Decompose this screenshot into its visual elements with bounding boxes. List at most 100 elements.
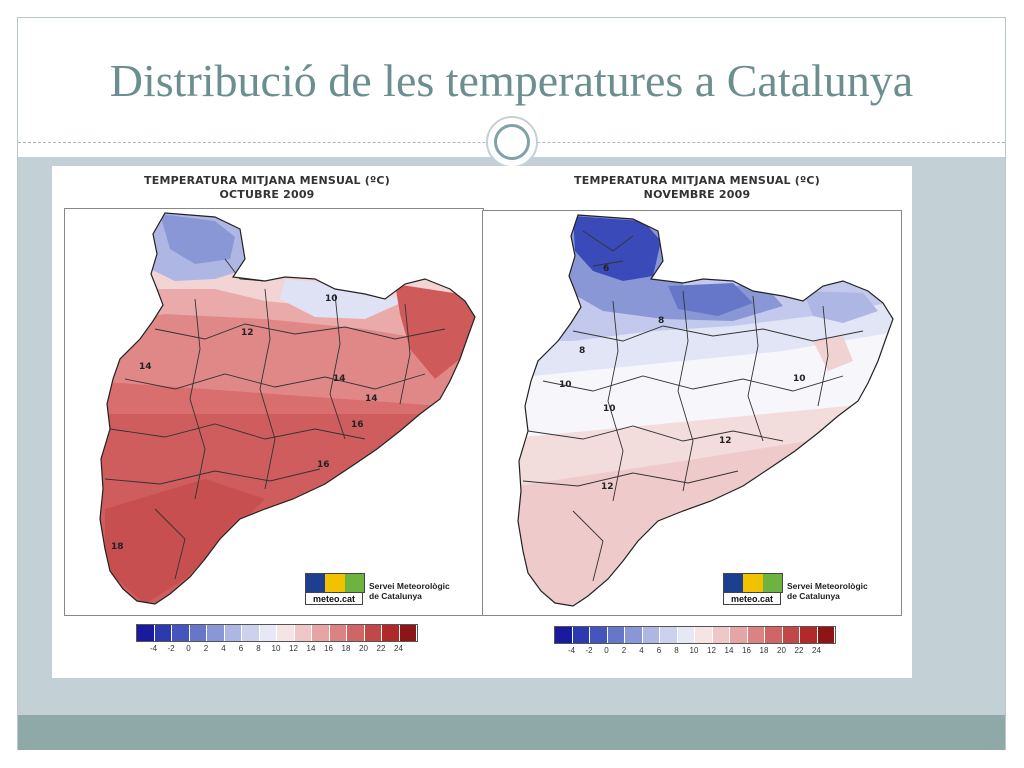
- temperature-colorbar: [136, 624, 418, 642]
- colorbar-swatch: [782, 627, 800, 643]
- logo-line2: de Catalunya: [787, 591, 840, 601]
- map-header: TEMPERATURA MITJANA MENSUAL (ºC) OCTUBRE…: [52, 174, 482, 202]
- colorbar-tick-label: 20: [359, 644, 368, 653]
- colorbar-tick-label: -2: [167, 644, 175, 653]
- isotherm-label: 10: [793, 374, 806, 384]
- meteocat-wordmark: meteo.cat: [723, 592, 781, 605]
- catalonia-map-october: 10 12 14 14 14 16 16 18: [99, 212, 476, 605]
- meteocat-logo: meteo.cat Servei Meteorològic de Catalun…: [723, 573, 893, 607]
- logo-moon-icon: [344, 574, 364, 592]
- map-header-month: NOVEMBRE 2009: [643, 188, 751, 201]
- colorbar-swatch: [294, 625, 312, 641]
- map-header-line1: TEMPERATURA MITJANA MENSUAL (ºC): [574, 174, 820, 187]
- colorbar-tick-label: 18: [341, 644, 351, 653]
- colorbar-tick-label: 0: [604, 646, 609, 655]
- map-header: TEMPERATURA MITJANA MENSUAL (ºC) NOVEMBR…: [482, 174, 912, 202]
- colorbar-swatch: [695, 627, 713, 643]
- colorbar-swatch: [399, 625, 417, 641]
- logo-line1: Servei Meteorològic: [369, 581, 450, 591]
- logo-waves-icon: [306, 574, 326, 592]
- colorbar-tick-label: 10: [271, 644, 281, 653]
- colorbar-tick-label: 22: [376, 644, 386, 653]
- isotherm-label: 14: [333, 374, 346, 384]
- isotherm-label: 16: [351, 420, 364, 430]
- map-header-month: OCTUBRE 2009: [219, 188, 315, 201]
- colorbar-swatch: [677, 627, 695, 643]
- colorbar-tick-labels: -4 -2 0 2 4 6 8 10 12 14 16 18 20 22 24: [128, 644, 428, 656]
- colorbar-tick-label: 16: [742, 646, 751, 655]
- colorbar-swatch: [747, 627, 765, 643]
- logo-sun-icon: [325, 574, 345, 592]
- colorbar-tick-labels: -4 -2 0 2 4 6 8 10 12 14 16 18 20 22 24: [546, 646, 846, 658]
- colorbar-swatch: [329, 625, 347, 641]
- logo-org-name: Servei Meteorològic de Catalunya: [787, 581, 868, 601]
- colorbar-tick-label: 14: [724, 646, 734, 655]
- colorbar-swatch: [364, 625, 382, 641]
- colorbar-swatch: [590, 627, 608, 643]
- colorbar-tick-label: 14: [306, 644, 316, 653]
- colorbar-tick-label: 12: [707, 646, 716, 655]
- colorbar-tick-label: -4: [149, 644, 158, 653]
- meteocat-logo-boxes: [723, 573, 783, 593]
- colorbar-tick-label: 18: [759, 646, 769, 655]
- logo-sun-icon: [743, 574, 763, 592]
- isotherm-label: 12: [719, 436, 732, 446]
- colorbar-swatch: [765, 627, 783, 643]
- colorbar-tick-label: 6: [656, 646, 662, 655]
- colorbar-tick-label: 24: [812, 646, 821, 655]
- isotherm-label: 8: [579, 346, 585, 356]
- colorbar-swatch: [312, 625, 330, 641]
- meteocat-logo-boxes: [305, 573, 365, 593]
- colorbar-swatch: [642, 627, 660, 643]
- isotherm-label: 8: [658, 316, 664, 326]
- isotherm-label: 14: [139, 362, 152, 372]
- logo-waves-icon: [724, 574, 744, 592]
- isotherm-label: 12: [601, 482, 614, 492]
- colorbar-swatch: [207, 625, 225, 641]
- colorbar-swatch: [347, 625, 365, 641]
- colorbar-swatch: [259, 625, 277, 641]
- isotherm-label: 18: [111, 542, 124, 552]
- colorbar-swatch: [242, 625, 260, 641]
- colorbar-swatch: [189, 625, 207, 641]
- isotherm-label: 12: [241, 328, 254, 338]
- colorbar-swatch: [817, 627, 835, 643]
- colorbar-tick-label: 6: [238, 644, 244, 653]
- colorbar-tick-label: 8: [256, 644, 261, 653]
- colorbar-swatch: [555, 627, 573, 643]
- logo-line1: Servei Meteorològic: [787, 581, 868, 591]
- colorbar-tick-label: 2: [203, 644, 209, 653]
- colorbar-tick-label: 16: [324, 644, 333, 653]
- logo-moon-icon: [762, 574, 782, 592]
- map-frame: 10 12 14 14 14 16 16 18 meteo.cat: [64, 208, 484, 616]
- colorbar-swatch: [224, 625, 242, 641]
- colorbar-tick-label: 8: [674, 646, 679, 655]
- map-frame: 6 8 8 10 10 10 12 12 meteo.cat: [482, 210, 902, 616]
- isotherm-label: 10: [603, 404, 616, 414]
- colorbar-tick-label: 24: [394, 644, 403, 653]
- colorbar-swatch: [800, 627, 818, 643]
- colorbar-swatch: [625, 627, 643, 643]
- circle-ornament-inner: [494, 124, 530, 160]
- isotherm-label: 16: [317, 460, 330, 470]
- title-area: Distribució de les temperatures a Catalu…: [18, 18, 1005, 142]
- colorbar-tick-label: 4: [221, 644, 226, 653]
- colorbar-tick-label: 22: [794, 646, 804, 655]
- colorbar-swatch: [730, 627, 748, 643]
- catalonia-map-november: 6 8 8 10 10 10 12 12: [517, 214, 894, 607]
- colorbar-tick-label: 0: [186, 644, 191, 653]
- colorbar-swatch: [277, 625, 295, 641]
- colorbar-tick-label: 10: [689, 646, 699, 655]
- colorbar-swatch: [660, 627, 678, 643]
- temperature-maps-image: TEMPERATURA MITJANA MENSUAL (ºC) OCTUBRE…: [52, 166, 912, 678]
- logo-org-name: Servei Meteorològic de Catalunya: [369, 581, 450, 601]
- isotherm-label: 6: [603, 264, 609, 274]
- colorbar-tick-label: 4: [639, 646, 644, 655]
- colorbar-swatch: [172, 625, 190, 641]
- isotherm-label: 10: [559, 380, 572, 390]
- slide-title: Distribució de les temperatures a Catalu…: [109, 55, 914, 106]
- isotherm-label: 14: [365, 394, 378, 404]
- colorbar-swatch: [607, 627, 625, 643]
- meteocat-wordmark: meteo.cat: [305, 592, 363, 605]
- colorbar-tick-label: 12: [289, 644, 298, 653]
